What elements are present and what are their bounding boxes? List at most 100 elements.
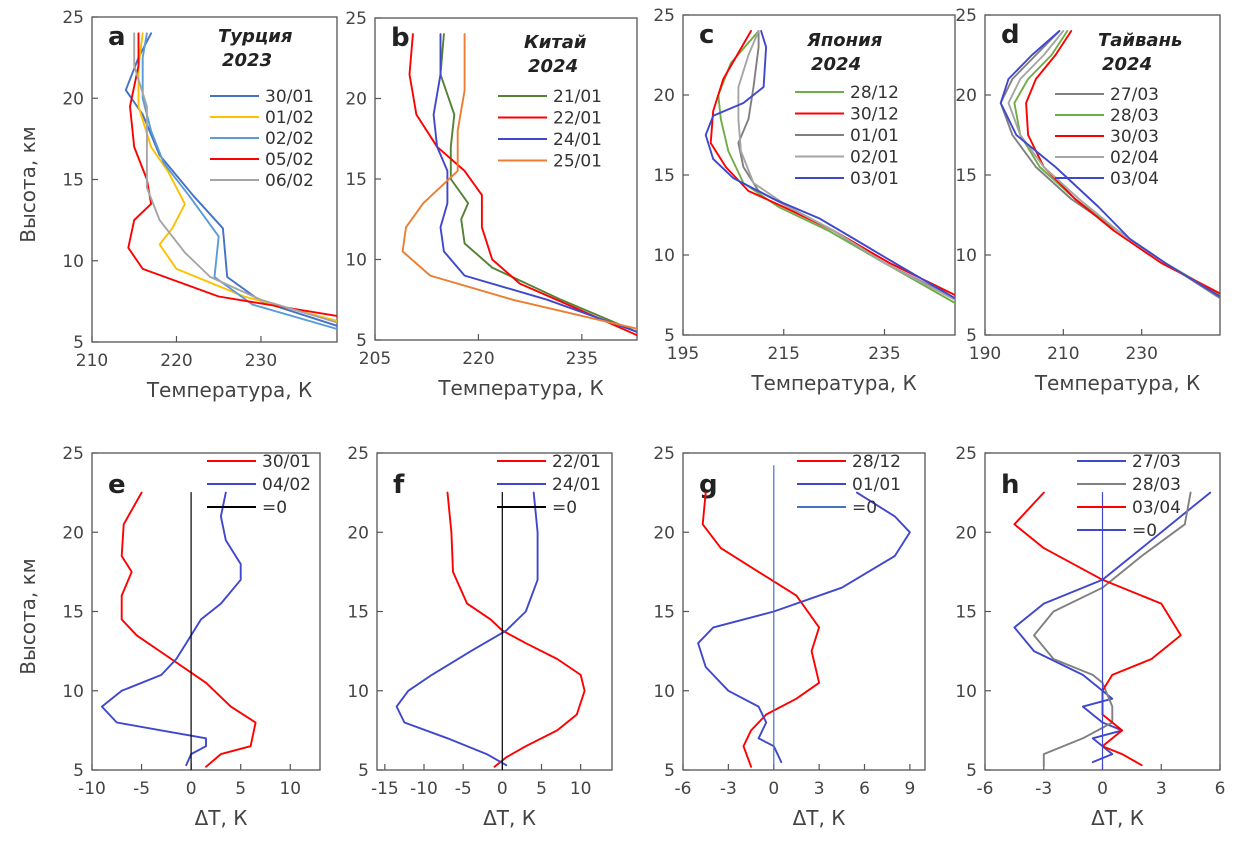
panel-subtitle: 2024: [811, 54, 861, 75]
x-tick-label: 215: [768, 344, 800, 364]
x-axis-title: ΔT, К: [793, 806, 846, 830]
panel-b: 5 10 15 20 25 205 220 235 Температура, К b Китай 20…: [345, 9, 638, 400]
x-tick-label: 6: [859, 779, 870, 799]
series-line-25-01: [401, 33, 637, 330]
legend-label: 02/01: [850, 148, 899, 168]
panel-subtitle: 2024: [528, 56, 578, 77]
x-tick-label: 0: [497, 779, 508, 799]
legend-label: =0: [552, 498, 577, 518]
y-tick-label: 25: [955, 6, 977, 26]
legend-label: 01/01: [850, 126, 899, 146]
y-tick-label: 25: [653, 444, 675, 464]
x-tick-label: 235: [868, 344, 900, 364]
y-tick-label: 15: [62, 603, 84, 623]
x-tick-label: 9: [904, 779, 915, 799]
panel-letter: h: [1001, 470, 1020, 500]
plot-frame: [682, 452, 926, 771]
x-tick-label: -10: [78, 779, 106, 799]
legend-label: 05/02: [265, 150, 314, 170]
legend-label: 27/03: [1110, 85, 1159, 105]
series-line-04-02: [100, 491, 242, 767]
legend-label: 24/01: [553, 130, 602, 150]
series-line-24-01: [395, 491, 539, 767]
x-tick-label: 3: [1156, 779, 1167, 799]
x-tick-label: 5: [235, 779, 246, 799]
y-tick-label: 15: [347, 603, 369, 623]
x-tick-label: 6: [1215, 779, 1226, 799]
legend-label: 28/03: [1110, 106, 1159, 126]
panel-letter: c: [699, 20, 714, 50]
legend-label: 22/01: [552, 452, 601, 472]
panel-h: 5 10 15 20 25 -6 -3 0 3 6 ΔТ, К h 27/03 28/03 03/04 =0: [955, 444, 1225, 830]
panel-letter: a: [108, 22, 126, 52]
series-line-06-02: [133, 32, 337, 324]
x-axis-title: Температура, К: [1034, 371, 1200, 395]
x-tick-label: -6: [977, 779, 994, 799]
x-tick-label: 3: [814, 779, 825, 799]
series-line-27-03: [1013, 491, 1212, 764]
x-tick-label: -15: [371, 779, 399, 799]
panel-a: 5 10 15 20 25 210 220 230 Температура, К Высота, …: [16, 8, 338, 402]
legend-label: 30/01: [262, 452, 311, 472]
series-line-24-01: [432, 33, 637, 333]
x-tick-label: 235: [566, 349, 598, 369]
panel-letter: b: [391, 23, 410, 53]
x-tick-label: 230: [1125, 344, 1157, 364]
y-tick-label: 20: [62, 89, 84, 109]
y-tick-label: 15: [955, 166, 977, 186]
legend-label: 06/02: [265, 171, 314, 191]
y-tick-label: 5: [664, 326, 675, 346]
legend-label: 03/01: [850, 169, 899, 189]
series-line-03-04: [999, 30, 1220, 298]
panel-letter: f: [393, 470, 405, 500]
y-tick-label: 5: [966, 761, 977, 781]
x-tick-label: -5: [133, 779, 150, 799]
legend-label: 04/02: [262, 475, 311, 495]
series-line-03-04: [1013, 491, 1182, 767]
y-tick-label: 15: [955, 603, 977, 623]
panel-g: 5 10 15 20 25 -6 -3 0 3 6 9 ΔT, К g 28/12 01/01 =0: [653, 444, 926, 830]
series-line-30-01: [120, 491, 257, 768]
series-line-05-02: [127, 32, 337, 317]
x-axis-title: ΔТ, К: [195, 806, 248, 830]
series-line-01-01: [697, 491, 911, 764]
x-tick-label: 220: [462, 349, 494, 369]
x-axis-title: Температура, К: [146, 378, 312, 402]
panel-letter: e: [108, 470, 126, 500]
x-tick-label: 210: [76, 351, 108, 371]
y-tick-label: 10: [62, 682, 84, 702]
legend-label: =0: [262, 498, 287, 518]
y-tick-label: 15: [653, 603, 675, 623]
panel-c: 5 10 15 20 25 195 215 235 Температура, К c Япония 2…: [653, 6, 956, 395]
plot-frame: [374, 17, 638, 341]
y-tick-label: 10: [955, 246, 977, 266]
y-tick-label: 5: [966, 326, 977, 346]
panel-e: 5 10 15 20 25 -10 -5 0 5 10 ΔТ, К Высота, км e 30/01 0…: [16, 444, 321, 830]
y-tick-label: 20: [955, 523, 977, 543]
y-tick-label: 25: [62, 8, 84, 28]
series-line-28-12: [701, 491, 821, 768]
legend-label: 03/04: [1132, 498, 1181, 518]
y-tick-label: 25: [347, 444, 369, 464]
panel-subtitle: 2023: [222, 50, 272, 71]
y-tick-label: 5: [73, 761, 84, 781]
y-tick-label: 15: [653, 166, 675, 186]
legend-label: 25/01: [553, 152, 602, 172]
panel-title: Турция: [218, 26, 293, 47]
panel-title: Тайвань: [1098, 30, 1182, 51]
y-tick-label: 10: [347, 682, 369, 702]
legend-label: 30/12: [850, 105, 899, 125]
x-tick-label: 190: [969, 344, 1001, 364]
x-tick-label: -6: [675, 779, 692, 799]
x-tick-label: 210: [1047, 344, 1079, 364]
y-tick-label: 5: [73, 333, 84, 353]
x-tick-label: 10: [570, 779, 592, 799]
x-axis-title: Температура, К: [437, 376, 603, 400]
y-tick-label: 10: [955, 682, 977, 702]
x-tick-label: 220: [160, 351, 192, 371]
series-line-22-01: [408, 33, 637, 337]
y-tick-label: 25: [955, 444, 977, 464]
legend-label: 30/01: [265, 87, 314, 107]
legend-label: 03/04: [1110, 169, 1159, 189]
y-tick-label: 25: [653, 6, 675, 26]
